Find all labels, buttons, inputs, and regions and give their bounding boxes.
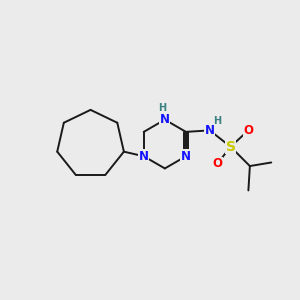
Text: N: N bbox=[181, 150, 191, 163]
Text: S: S bbox=[226, 140, 236, 154]
Text: N: N bbox=[139, 150, 149, 163]
Text: O: O bbox=[212, 158, 222, 170]
Text: N: N bbox=[160, 113, 170, 126]
Text: N: N bbox=[205, 124, 215, 137]
Text: H: H bbox=[158, 103, 166, 113]
Text: O: O bbox=[243, 124, 254, 137]
Text: H: H bbox=[213, 116, 221, 126]
